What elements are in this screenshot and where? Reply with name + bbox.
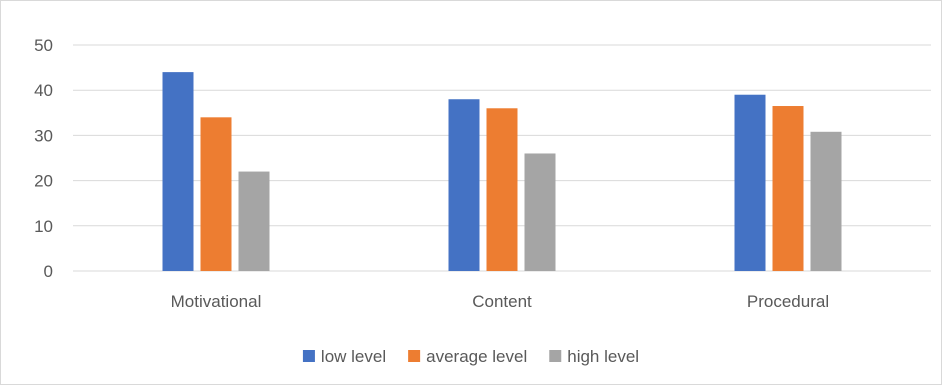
y-tick-label: 30: [34, 126, 53, 145]
bar-high-level-procedural: [810, 131, 842, 271]
legend-swatch: [408, 350, 421, 362]
y-axis-ticks: 0 10 20 30 40 50: [34, 36, 53, 281]
x-category-label: Content: [472, 292, 532, 311]
legend-item: low level: [302, 347, 386, 366]
bar-low-level-content: [448, 99, 480, 272]
bar-average-level-motivational: [200, 117, 232, 271]
y-tick-label: 0: [44, 262, 53, 281]
x-category-label: Procedural: [747, 292, 829, 311]
x-axis-categories: Motivational Content Procedural: [171, 292, 829, 311]
bar-average-level-content: [486, 108, 518, 271]
bar-high-level-content: [524, 153, 556, 271]
legend-label: low level: [321, 347, 386, 366]
y-tick-label: 50: [34, 36, 53, 55]
legend-label: average level: [426, 347, 527, 366]
legend-item: high level: [549, 347, 639, 366]
bars: [162, 72, 842, 272]
bar-low-level-motivational: [162, 72, 194, 272]
bar-high-level-motivational: [238, 171, 270, 271]
legend-item: average level: [408, 347, 527, 366]
legend: low level average level high level: [302, 347, 639, 366]
y-tick-label: 40: [34, 81, 53, 100]
x-category-label: Motivational: [171, 292, 262, 311]
y-tick-label: 20: [34, 172, 53, 191]
legend-swatch: [302, 350, 315, 362]
y-tick-label: 10: [34, 217, 53, 236]
bar-average-level-procedural: [772, 106, 804, 272]
legend-label: high level: [567, 347, 639, 366]
legend-swatch: [549, 350, 562, 362]
bar-low-level-procedural: [734, 94, 766, 271]
